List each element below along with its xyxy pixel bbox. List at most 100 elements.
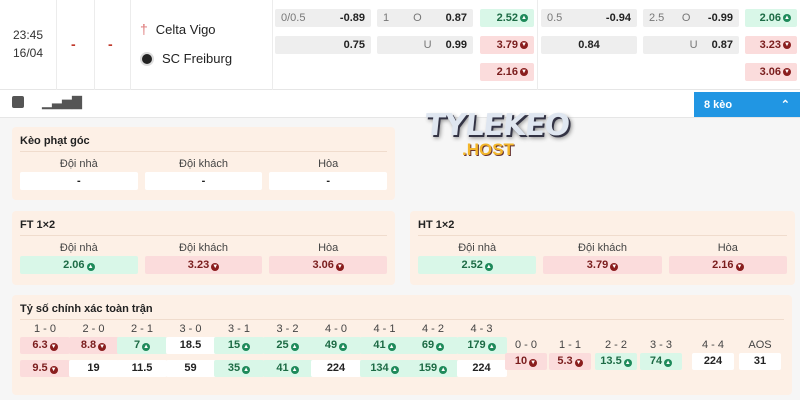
- score-odd[interactable]: 13.5 ▲: [595, 353, 637, 370]
- odd-value: 41: [373, 339, 386, 351]
- col-label: Hòa: [318, 242, 339, 254]
- score-odd[interactable]: 9.5 ▼: [20, 360, 70, 377]
- ft-odd[interactable]: 3.06 ▼: [269, 256, 388, 274]
- odd-value: 7: [133, 339, 141, 351]
- col-label: Đội khách: [578, 242, 627, 254]
- odd-value: 2.06: [759, 12, 781, 24]
- score-odd[interactable]: 35 ▲: [214, 360, 264, 377]
- arrow-down-icon: ▼: [783, 68, 791, 76]
- handicap-away-odds[interactable]: 0.75: [275, 36, 371, 54]
- odd-value: -0.94: [605, 12, 631, 24]
- divider: [94, 0, 95, 90]
- score-column: 4 - 1 41 ▲ 134 ▲: [359, 321, 410, 383]
- arrow-up-icon: ▲: [142, 343, 151, 351]
- odd-value: 0.75: [343, 39, 365, 51]
- score-odd[interactable]: 6.3 ▼: [20, 337, 70, 354]
- odd-value: 0.87: [711, 39, 733, 51]
- score-odd[interactable]: 7 ▲: [117, 337, 167, 354]
- stats-chart-icon[interactable]: ▁▃▅▇: [42, 94, 82, 109]
- score-odd[interactable]: 69 ▲: [408, 337, 458, 354]
- panel-title: FT 1×2: [20, 219, 387, 236]
- odd-value: 2.52: [496, 12, 518, 24]
- arrow-up-icon: ▲: [242, 343, 251, 351]
- ht-handicap-away-odds[interactable]: 0.84: [541, 36, 637, 54]
- score-odd[interactable]: 41 ▲: [359, 337, 410, 354]
- home-team[interactable]: † Celta Vigo: [140, 21, 216, 37]
- corner-away-odd[interactable]: -: [144, 172, 263, 190]
- score-odd[interactable]: 224: [692, 353, 734, 370]
- score-odd[interactable]: 15 ▲: [214, 337, 264, 354]
- x12-draw[interactable]: 2.16 ▼: [480, 63, 534, 81]
- ht-x12-home[interactable]: 2.06 ▲: [745, 9, 797, 27]
- jersey-icon[interactable]: [12, 96, 24, 108]
- arrow-up-icon: ▲: [436, 343, 445, 351]
- odd-value: 159: [418, 362, 438, 374]
- arrow-up-icon: ▲: [390, 366, 399, 374]
- corner-home-odd[interactable]: -: [20, 172, 138, 190]
- corner-panel: Kèo phạt góc Đội nhà - Đội khách - Hòa -: [12, 127, 395, 200]
- arrow-down-icon: ▼: [574, 359, 583, 367]
- corner-draw-odd[interactable]: -: [269, 172, 388, 190]
- col-label: Đội nhà: [59, 158, 98, 170]
- match-toolbar: ▁▃▅▇: [0, 90, 800, 118]
- ft-odd[interactable]: 3.23 ▼: [144, 256, 263, 274]
- score-odd[interactable]: 59: [165, 360, 216, 377]
- odd-value: 59: [184, 362, 197, 374]
- score-odd[interactable]: 10 ▼: [505, 353, 547, 370]
- x12-home[interactable]: 2.52 ▲: [480, 9, 534, 27]
- ht-handicap-home-odds[interactable]: 0.5 -0.94: [541, 9, 637, 27]
- x12-away[interactable]: 3.79 ▼: [480, 36, 534, 54]
- score-odd[interactable]: 11.5: [117, 360, 167, 377]
- handicap-home-odds[interactable]: 0/0.5 -0.89: [275, 9, 371, 27]
- score-odd[interactable]: 134 ▲: [359, 360, 410, 377]
- score-odd[interactable]: 49 ▲: [311, 337, 361, 354]
- score-label: 4 - 1: [373, 323, 396, 335]
- arrow-up-icon: ▲: [439, 366, 448, 374]
- score-odd[interactable]: 159 ▲: [408, 360, 458, 377]
- ht-under-odds[interactable]: U 0.87: [643, 36, 739, 54]
- ht-x12-away[interactable]: 3.23 ▼: [745, 36, 797, 54]
- odd-value: 2.52: [461, 259, 483, 271]
- score-odd[interactable]: 224: [456, 360, 507, 377]
- ht-odd[interactable]: 2.52 ▲: [418, 256, 537, 274]
- ht-x12-draw[interactable]: 3.06 ▼: [745, 63, 797, 81]
- odd-value: 6.3: [32, 339, 48, 351]
- arrow-up-icon: ▲: [664, 359, 673, 367]
- home-team-name: Celta Vigo: [155, 21, 216, 37]
- ht-odd[interactable]: 3.79 ▼: [543, 256, 662, 274]
- under-odds[interactable]: U 0.99: [377, 36, 473, 54]
- match-time: 23:45 16/04: [0, 26, 56, 62]
- more-odds-button[interactable]: 8 kèo ⌃: [694, 92, 800, 117]
- score-odd[interactable]: 41 ▲: [262, 360, 313, 377]
- score-odd[interactable]: 18.5: [165, 337, 216, 354]
- score-odd[interactable]: 5.3 ▼: [549, 353, 591, 370]
- score-column: 3 - 0 18.5 59: [165, 321, 216, 383]
- odd-value: 3.23: [759, 39, 781, 51]
- score-column: 4 - 3 179 ▲ 224: [456, 321, 507, 383]
- odd-value: 224: [472, 362, 491, 374]
- odd-value: 3.06: [312, 259, 334, 271]
- draw-score-column: AOS 31: [739, 337, 781, 376]
- under-label: U: [689, 39, 698, 51]
- ft-odd[interactable]: 2.06 ▲: [20, 256, 138, 274]
- score-label: 4 - 4: [701, 339, 724, 351]
- arrow-down-icon: ▼: [735, 263, 744, 271]
- score-label: 4 - 3: [470, 323, 493, 335]
- score-odd[interactable]: 8.8 ▼: [68, 337, 119, 354]
- ht-over-odds[interactable]: 2.5 O -0.99: [643, 9, 739, 27]
- score-odd[interactable]: 179 ▲: [456, 337, 507, 354]
- score-odd[interactable]: 224: [311, 360, 361, 377]
- away-team[interactable]: SC Freiburg: [140, 51, 232, 66]
- score-odd[interactable]: 25 ▲: [262, 337, 313, 354]
- score-label: 3 - 3: [649, 339, 672, 351]
- ht-odd[interactable]: 2.16 ▼: [668, 256, 787, 274]
- over-odds[interactable]: 1 O 0.87: [377, 9, 473, 27]
- score-odd[interactable]: 19: [68, 360, 119, 377]
- score-odd[interactable]: 74 ▲: [640, 353, 682, 370]
- score-column: 3 - 1 15 ▲ 35 ▲: [214, 321, 264, 383]
- watermark-logo-host: .HOST: [462, 140, 514, 159]
- arrow-down-icon: ▼: [335, 263, 344, 271]
- arrow-down-icon: ▼: [529, 359, 538, 367]
- score-odd[interactable]: 31: [739, 353, 781, 370]
- col-label: Đội nhà: [458, 242, 497, 254]
